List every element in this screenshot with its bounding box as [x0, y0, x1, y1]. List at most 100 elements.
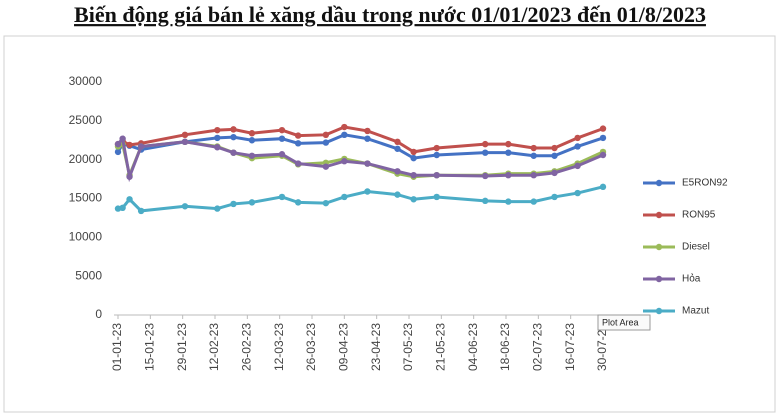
- data-point: [574, 189, 581, 197]
- data-point: [364, 127, 371, 135]
- y-tick-label: 25000: [69, 113, 103, 127]
- data-point: [294, 199, 302, 206]
- tooltip-box: [597, 314, 651, 331]
- tooltip: Plot Area: [602, 317, 639, 327]
- data-point: [248, 137, 256, 144]
- data-point: [322, 139, 330, 146]
- data-point: [505, 140, 512, 148]
- data-point: [278, 135, 286, 142]
- data-point: [433, 193, 440, 201]
- data-point: [482, 172, 489, 180]
- data-point: [137, 143, 145, 150]
- data-point: [230, 126, 237, 133]
- x-tick-label: 12-02-23: [207, 323, 221, 371]
- data-point: [230, 200, 237, 208]
- legend-label: E5RON92: [682, 178, 728, 189]
- data-point: [126, 141, 133, 149]
- data-point: [181, 138, 189, 146]
- data-point: [530, 198, 537, 205]
- data-point: [410, 196, 417, 203]
- data-point: [322, 131, 330, 139]
- y-tick-label: 20000: [69, 152, 103, 166]
- data-point: [599, 134, 607, 142]
- data-point: [126, 173, 133, 180]
- data-point: [214, 126, 221, 134]
- data-point: [599, 151, 607, 159]
- legend-marker: [655, 275, 663, 283]
- data-point: [410, 148, 417, 156]
- data-point: [341, 158, 348, 165]
- data-point: [551, 169, 558, 177]
- data-point: [433, 144, 440, 152]
- x-tick-label: 09-04-23: [337, 323, 351, 371]
- data-point: [505, 198, 512, 205]
- data-point: [341, 193, 348, 201]
- data-point: [278, 193, 286, 201]
- data-point: [214, 205, 221, 212]
- data-point: [114, 140, 122, 148]
- data-point: [294, 160, 302, 167]
- data-point: [322, 163, 330, 170]
- data-point: [574, 162, 581, 170]
- data-point: [230, 133, 237, 141]
- chart-frame: [3, 35, 776, 413]
- data-point: [574, 134, 581, 142]
- x-tick-label: 26-03-23: [304, 323, 318, 371]
- data-point: [364, 135, 371, 142]
- data-point: [394, 145, 401, 152]
- legend-label: Diesel: [682, 242, 710, 253]
- data-point: [433, 151, 440, 159]
- x-tick-label: 18-06-23: [498, 323, 512, 371]
- data-point: [394, 191, 401, 198]
- data-point: [137, 207, 145, 215]
- data-point: [248, 152, 256, 159]
- x-tick-label: 01-01-23: [110, 323, 124, 371]
- data-point: [230, 149, 237, 156]
- legend-marker: [655, 211, 663, 219]
- y-tick-label: 30000: [69, 74, 103, 88]
- data-point: [322, 199, 330, 207]
- y-tick-label: 10000: [69, 230, 103, 244]
- data-point: [181, 203, 189, 210]
- data-point: [364, 160, 371, 167]
- series-line: [117, 185, 604, 213]
- data-point: [551, 144, 558, 152]
- data-point: [433, 172, 440, 179]
- legend-marker: [655, 307, 663, 315]
- data-point: [551, 152, 558, 159]
- data-point: [530, 152, 537, 159]
- chart-title: Biến động giá bán lẻ xăng dầu trong nước…: [74, 2, 706, 27]
- y-tick-label: 15000: [69, 191, 103, 205]
- legend-marker: [655, 243, 663, 251]
- data-point: [530, 172, 537, 179]
- data-point: [294, 132, 302, 139]
- data-point: [364, 188, 371, 195]
- data-point: [505, 149, 512, 156]
- data-point: [394, 138, 401, 146]
- data-point: [505, 172, 512, 179]
- data-point: [482, 149, 489, 156]
- series-line: [116, 133, 604, 160]
- data-point: [248, 130, 256, 137]
- x-tick-label: 12-03-23: [272, 323, 286, 371]
- x-tick-label: 30-07-23: [595, 323, 609, 371]
- y-tick-label: 5000: [75, 268, 102, 282]
- data-point: [214, 134, 221, 142]
- y-tick-label: 0: [95, 307, 102, 321]
- data-point: [482, 197, 489, 205]
- legend-marker: [655, 179, 663, 187]
- data-point: [530, 144, 537, 152]
- data-point: [181, 131, 189, 139]
- data-point: [410, 172, 417, 179]
- x-tick-label: 02-07-23: [531, 323, 545, 371]
- data-point: [341, 123, 348, 131]
- legend-label: Hỏa: [682, 273, 701, 285]
- data-point: [278, 126, 286, 134]
- x-tick-label: 16-07-23: [563, 323, 577, 371]
- data-point: [482, 140, 489, 148]
- data-point: [599, 125, 607, 132]
- data-point: [294, 140, 302, 147]
- legend-label: Mazut: [682, 306, 709, 317]
- data-point: [278, 151, 286, 158]
